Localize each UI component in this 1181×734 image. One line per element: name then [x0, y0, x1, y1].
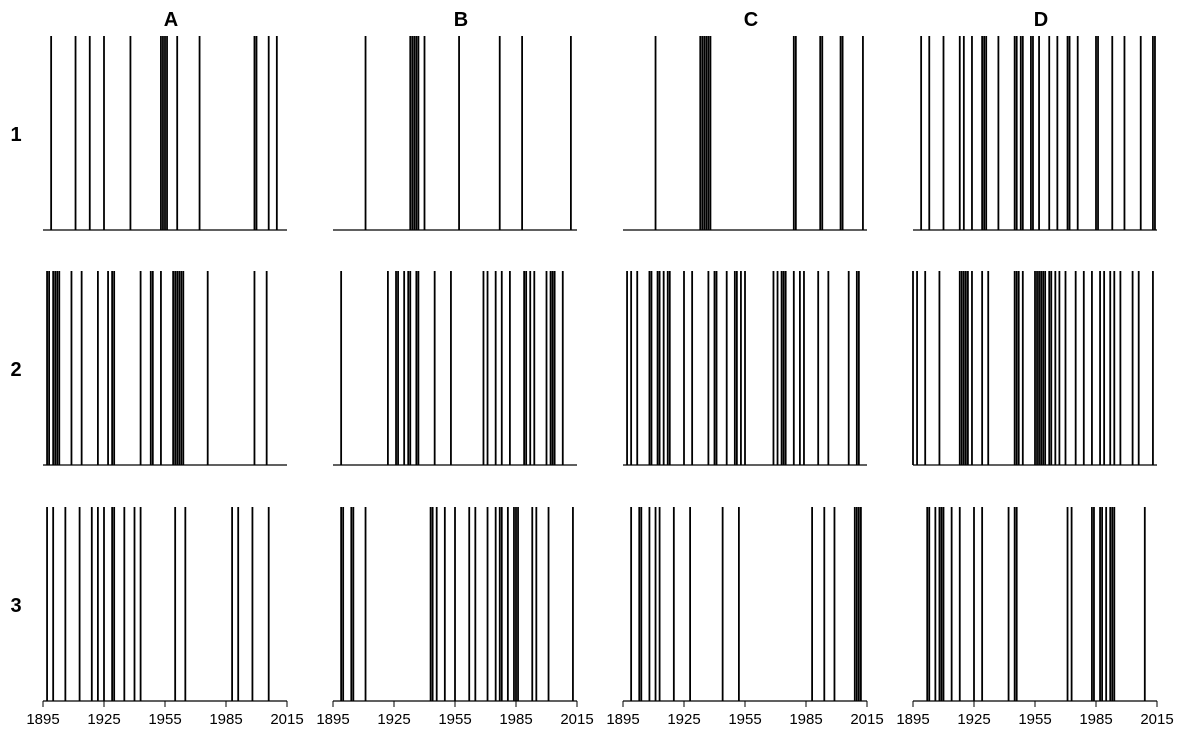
row-title-3: 3 [10, 595, 21, 617]
panel-d3: 1895 1925 1955 1985 2015 [896, 507, 1174, 728]
x-tick-label: 1955 [438, 711, 471, 728]
panel-c3: 1895 1925 1955 1985 2015 [606, 507, 884, 728]
x-tick-label: 1895 [26, 711, 59, 728]
x-tick-label: 1955 [1018, 711, 1051, 728]
x-tick-label: 1985 [789, 711, 822, 728]
x-tick-label: 1895 [606, 711, 639, 728]
column-title-a: A [164, 9, 178, 31]
x-tick-label: 2015 [850, 711, 883, 728]
x-tick-label: 2015 [270, 711, 303, 728]
x-tick-label: 1895 [316, 711, 349, 728]
x-tick-label: 1925 [377, 711, 410, 728]
panel-a3: 1895 1925 1955 1985 2015 [26, 507, 304, 728]
panel-b3: 1895 1925 1955 1985 2015 [316, 507, 594, 728]
column-title-d: D [1034, 9, 1048, 31]
x-tick-label: 1925 [957, 711, 990, 728]
x-tick-label: 2015 [1140, 711, 1173, 728]
x-tick-label: 1985 [209, 711, 242, 728]
panels: 1895 1925 1955 1985 2015 1895 1925 1955 1985 2015… [26, 36, 1174, 728]
column-titles: A B C D [164, 9, 1048, 31]
row-title-2: 2 [10, 359, 21, 381]
x-tick-label: 1955 [148, 711, 181, 728]
panel-a2 [43, 271, 287, 466]
panel-b1 [333, 36, 577, 231]
x-tick-label: 2015 [560, 711, 593, 728]
panel-c1 [623, 36, 867, 231]
panel-c2 [623, 271, 867, 466]
panel-d2 [912, 271, 1157, 466]
x-tick-label: 1925 [667, 711, 700, 728]
x-tick-label: 1985 [1079, 711, 1112, 728]
panel-b2 [333, 271, 577, 466]
row-title-1: 1 [10, 124, 21, 146]
column-title-b: B [454, 9, 468, 31]
x-tick-label: 1895 [896, 711, 929, 728]
panel-a1 [43, 36, 287, 231]
x-tick-label: 1925 [87, 711, 120, 728]
column-title-c: C [744, 9, 758, 31]
x-tick-label: 1985 [499, 711, 532, 728]
x-tick-label: 1955 [728, 711, 761, 728]
panel-d1 [913, 36, 1157, 231]
row-titles: 1 2 3 [10, 124, 21, 617]
